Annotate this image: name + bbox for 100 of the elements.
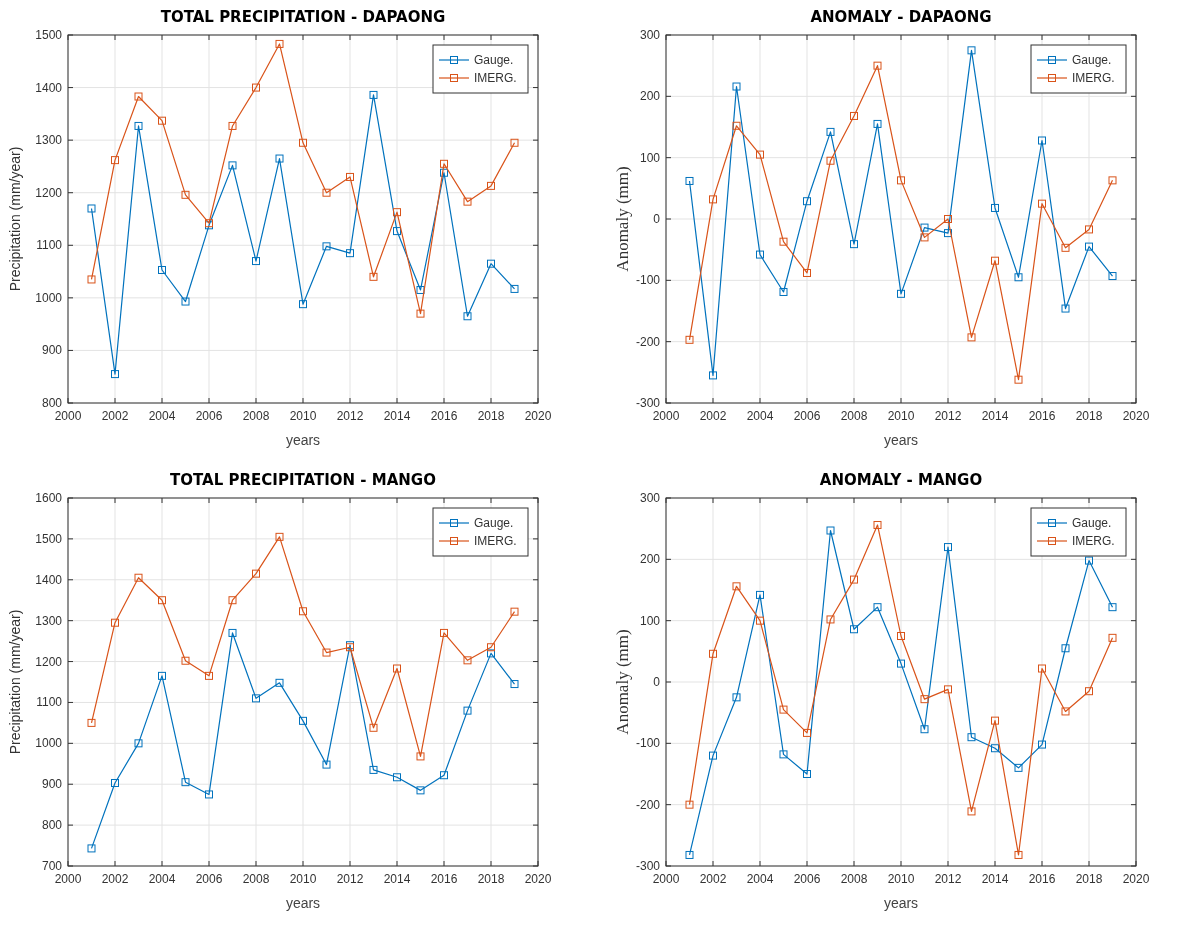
x-tick-label: 2012 [336,409,364,423]
point [369,272,378,281]
x-tick-label: 2002 [101,872,129,886]
point [991,203,999,212]
point [779,237,788,246]
x-tick-label: 2016 [1028,872,1056,886]
y-tick-label: 1500 [35,531,63,546]
point [275,154,284,163]
point [510,284,519,293]
point [275,532,284,541]
point [158,596,166,605]
point [873,61,882,70]
point [440,628,448,637]
point [967,807,976,816]
x-tick-label: 2000 [652,409,680,423]
x-tick-label: 2018 [1075,409,1103,423]
point [299,300,307,309]
y-tick-label: 300 [639,491,661,505]
point [1038,136,1046,145]
x-tick-label: 2006 [793,872,821,886]
y-tick-label: 1000 [35,290,63,305]
point [944,543,952,552]
point [1085,242,1093,251]
point [920,223,929,232]
x-tick-label: 2014 [383,409,411,423]
x-tick-label: 2014 [981,872,1009,886]
x-tick-label: 2008 [840,409,868,423]
point [416,752,425,761]
point [756,590,764,599]
point [205,790,213,799]
point [346,172,354,181]
y-tick-label: 700 [41,859,63,873]
x-tick-label: 2004 [148,872,176,886]
point [709,371,717,380]
point [181,656,190,665]
y-axis-title: Anomaly (mm) [613,629,632,735]
point [322,242,331,251]
point [322,648,331,657]
point [1061,644,1070,653]
y-tick-label: -200 [635,797,661,812]
point [299,138,307,147]
x-tick-label: 2010 [289,872,317,886]
legend-label: Gauge. [474,53,514,67]
y-tick-label: 1400 [35,80,63,95]
point [111,156,119,165]
y-tick-label: 900 [41,343,63,358]
point [205,671,213,680]
y-tick-label: 0 [653,675,661,689]
point [487,259,495,268]
point [991,744,999,753]
y-tick-label: 300 [639,28,661,42]
point [873,603,882,612]
point [826,156,835,165]
point [440,771,448,780]
point [709,195,717,204]
point [134,92,143,101]
y-tick-label: 1000 [35,736,63,751]
point [416,786,425,795]
point [779,287,788,296]
point [779,705,788,714]
point [299,716,307,725]
point [826,127,835,136]
point [393,664,401,673]
point [416,285,425,294]
x-tick-label: 2016 [430,872,458,886]
x-tick-label: 2016 [1028,409,1056,423]
point [991,716,999,725]
point [732,693,741,702]
point [369,723,378,732]
point [897,659,905,668]
point [920,725,929,734]
x-tick-label: 2014 [981,409,1009,423]
point [228,121,237,130]
y-tick-label: 1500 [35,28,63,42]
x-tick-label: 2000 [652,872,680,886]
point [1061,304,1070,313]
point [1038,664,1046,673]
point [134,573,143,582]
x-tick-label: 2012 [934,409,962,423]
point [346,249,354,258]
point [393,773,401,782]
point [87,204,96,213]
y-tick-label: 800 [41,396,63,410]
legend-label: Gauge. [1072,53,1112,67]
point [756,250,764,259]
point [252,83,260,92]
point [803,197,811,206]
point [275,678,284,687]
point [732,82,741,91]
point [967,46,976,55]
point [510,680,519,689]
legend-label: IMERG. [1072,534,1115,548]
point [510,138,519,147]
point [440,159,448,168]
x-tick-label: 2020 [524,409,552,423]
point [897,176,905,185]
y-tick-label: 200 [639,552,661,567]
point [393,227,401,236]
point [134,121,143,130]
point [709,751,717,760]
